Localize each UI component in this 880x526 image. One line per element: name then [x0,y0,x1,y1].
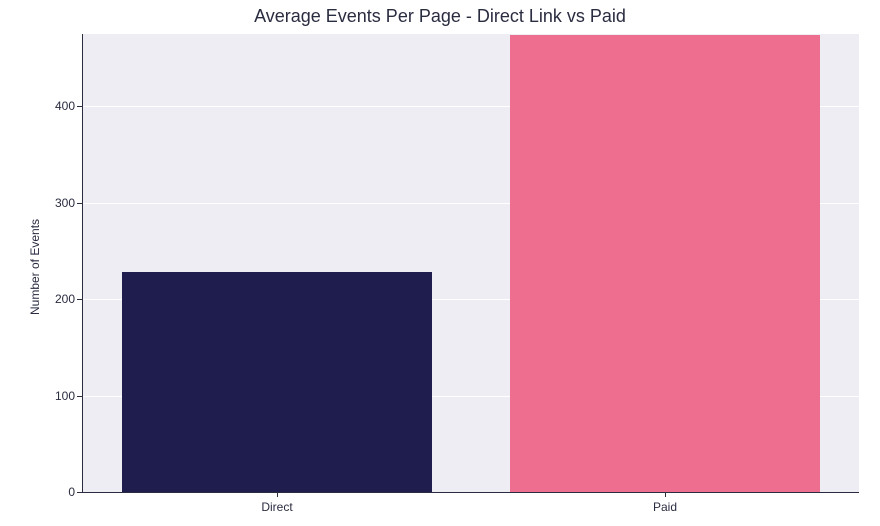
y-tick [77,299,82,300]
y-tick [77,396,82,397]
x-tick-label: Direct [261,500,292,514]
chart-container: Average Events Per Page - Direct Link vs… [0,0,880,526]
x-tick-label: Paid [653,500,677,514]
y-tick-label: 200 [43,292,75,306]
bar [510,35,820,492]
y-tick-label: 400 [43,99,75,113]
y-tick-label: 0 [43,485,75,499]
x-tick [665,492,666,497]
y-tick [77,106,82,107]
y-tick [77,492,82,493]
bar [122,272,432,492]
y-tick [77,203,82,204]
x-tick [277,492,278,497]
y-tick-label: 100 [43,389,75,403]
chart-title: Average Events Per Page - Direct Link vs… [0,6,880,27]
y-axis-label: Number of Events [28,219,42,315]
y-tick-label: 300 [43,196,75,210]
plot-area: 0100200300400DirectPaid [82,34,859,493]
